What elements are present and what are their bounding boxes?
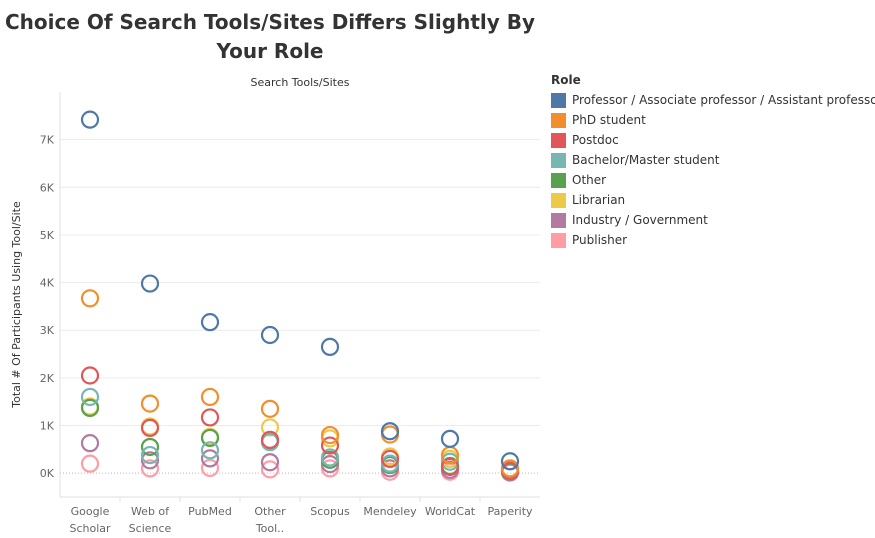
legend-label: Bachelor/Master student [572, 153, 720, 167]
data-point [80, 387, 100, 407]
legend-label: Professor / Associate professor / Assist… [572, 93, 875, 107]
data-point [440, 457, 460, 477]
legend-label: PhD student [572, 113, 646, 127]
data-point [500, 452, 520, 471]
data-point [260, 430, 280, 449]
data-point [140, 451, 160, 470]
x-category-label: Other [254, 505, 286, 518]
legend-item[interactable]: Bachelor/Master student [551, 150, 875, 170]
y-tick-label: 1K [40, 420, 55, 433]
legend-label: Publisher [572, 233, 628, 247]
x-category-label: Mendeley [363, 505, 417, 518]
data-point [200, 428, 220, 448]
legend-swatch [551, 92, 566, 108]
legend-item[interactable]: Professor / Associate professor / Assist… [551, 90, 875, 110]
data-point [200, 458, 220, 478]
data-point [140, 418, 160, 438]
data-point [140, 394, 160, 413]
data-point [140, 437, 160, 457]
data-point [320, 448, 340, 467]
legend-swatch [551, 112, 566, 128]
data-point [200, 313, 220, 332]
legend-item[interactable]: Industry / Government [551, 210, 875, 230]
data-point [80, 398, 100, 417]
data-point [140, 274, 160, 293]
x-category-label: Tool.. [255, 522, 284, 535]
legend-item[interactable]: Postdoc [551, 130, 875, 150]
x-category-label: Google [71, 505, 110, 518]
data-point [260, 399, 280, 418]
legend-item[interactable]: Publisher [551, 230, 875, 250]
x-category-label: Web of [131, 505, 170, 518]
legend-swatch [551, 212, 566, 228]
x-category-label: Science [129, 522, 172, 535]
y-axis-title: Total # Of Participants Using Tool/Site [10, 201, 23, 409]
data-point [320, 337, 340, 357]
chart-title: Choice Of Search Tools/Sites Differs Sli… [4, 10, 536, 63]
legend-label: Librarian [572, 193, 626, 207]
legend-label: Postdoc [572, 133, 619, 147]
y-tick-label: 3K [40, 324, 55, 337]
x-category-label: Scopus [310, 505, 350, 518]
data-point [80, 110, 100, 129]
data-point [380, 449, 400, 468]
x-category-label: Scholar [69, 522, 111, 535]
y-tick-label: 4K [40, 277, 55, 290]
legend-swatch [551, 152, 566, 168]
legend-item[interactable]: Librarian [551, 190, 875, 210]
y-tick-label: 6K [40, 181, 55, 194]
data-point [440, 429, 460, 448]
legend: Role Professor / Associate professor / A… [551, 73, 875, 250]
y-tick-label: 2K [40, 372, 55, 385]
data-point [260, 325, 280, 345]
x-category-label: Paperity [487, 505, 533, 518]
data-point [200, 441, 220, 460]
x-category-label: WorldCat [425, 505, 476, 518]
legend-item[interactable]: Other [551, 170, 875, 190]
legend-label: Industry / Government [572, 213, 708, 227]
data-point [200, 449, 220, 468]
data-point [80, 454, 100, 473]
data-point [440, 452, 460, 471]
data-point [140, 445, 160, 465]
scatter-chart: Search Tools/Sites 0K 1K 2K 3K 4K 5K 6K 7K Total … [10, 76, 540, 535]
data-point [200, 408, 220, 427]
y-tick-label: 7K [40, 134, 55, 147]
column-header-label: Search Tools/Sites [251, 76, 350, 89]
data-point [200, 387, 220, 407]
legend-swatch [551, 132, 566, 148]
data-point [320, 436, 340, 455]
data-point [260, 460, 280, 479]
legend-item[interactable]: PhD student [551, 110, 875, 130]
data-point [380, 422, 400, 441]
data-point [140, 459, 160, 478]
data-point [380, 454, 400, 473]
legend-label: Other [572, 173, 607, 187]
y-tick-label: 0K [40, 467, 55, 480]
y-tick-label: 5K [40, 229, 55, 242]
legend-title: Role [551, 73, 581, 87]
data-point [80, 289, 100, 308]
data-point [500, 459, 520, 478]
x-category-label: PubMed [188, 505, 232, 518]
legend-swatch [551, 192, 566, 208]
legend-swatch [551, 232, 566, 248]
legend-swatch [551, 172, 566, 188]
data-point [320, 425, 340, 445]
data-point [260, 453, 280, 472]
data-point [80, 366, 100, 385]
data-point [260, 418, 280, 437]
data-point [80, 434, 100, 453]
